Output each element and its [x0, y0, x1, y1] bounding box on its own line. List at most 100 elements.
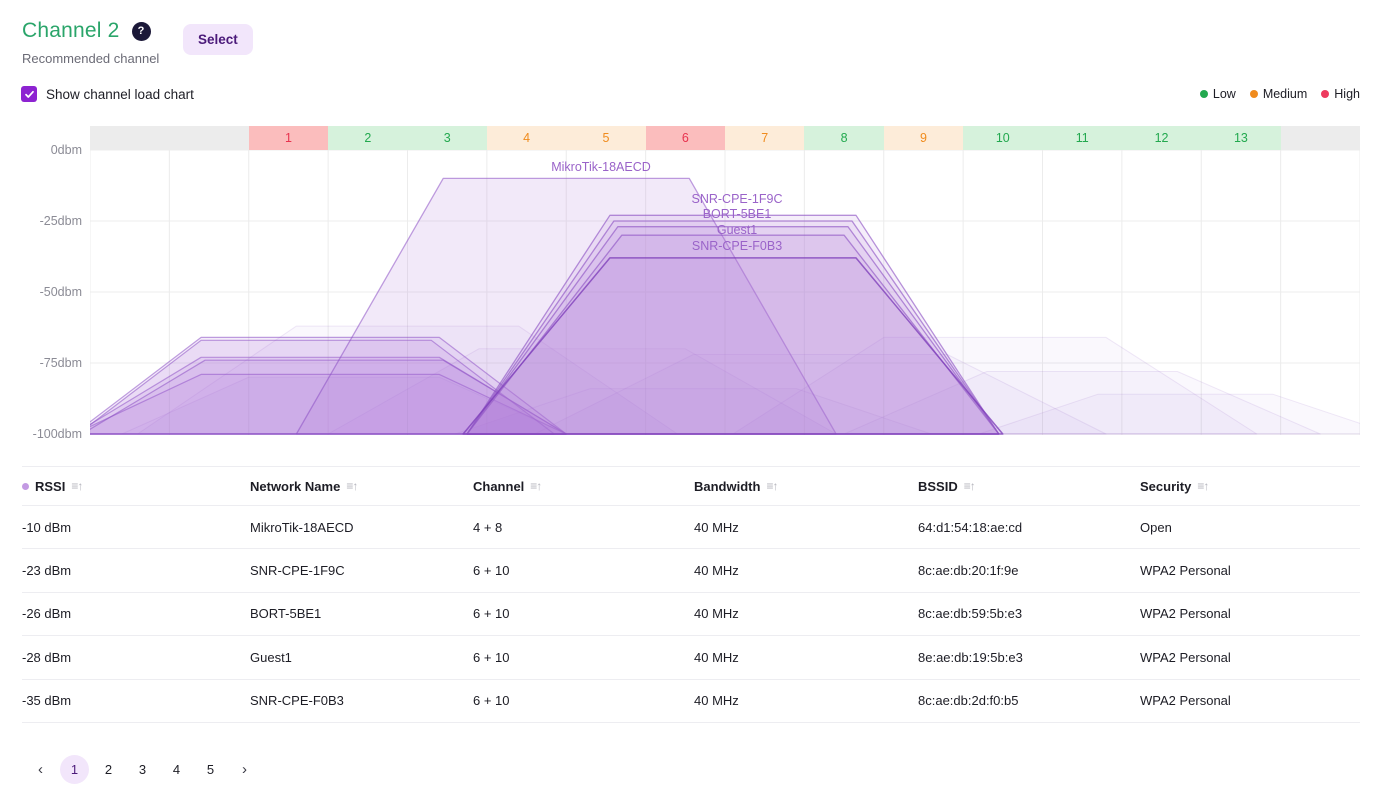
table-row[interactable]: -23 dBm SNR-CPE-1F9C 6 + 10 40 MHz 8c:ae:db:… [22, 549, 1360, 593]
table-header-network_name[interactable]: Network Name ≡↑ [250, 479, 473, 494]
channel-header-4: 4 [486, 126, 567, 150]
channel-header-empty [169, 126, 249, 150]
table-header-bandwidth[interactable]: Bandwidth ≡↑ [694, 479, 918, 494]
chart-plot-area: 1 2 3 4 5 6 7 8 9 10 11 12 13 MikroTik-18AECD SNR-CPE… [90, 118, 1360, 448]
table-cell-rssi: -10 dBm [22, 519, 72, 535]
channel-header-8: 8 [804, 126, 884, 150]
show-channel-load-chart-checkbox[interactable]: Show channel load chart [21, 86, 194, 102]
y-axis-tick-label: -25dbm [39, 214, 82, 228]
table-cell-bandwidth: 40 MHz [694, 606, 739, 622]
channel-header-10: 10 [963, 126, 1043, 150]
table-cell-bandwidth: 40 MHz [694, 563, 739, 579]
channel-header-13: 13 [1201, 126, 1281, 150]
pagination-page-2[interactable]: 2 [94, 755, 123, 784]
table-header-label: Network Name [250, 478, 341, 494]
checkbox-checked-icon[interactable] [21, 86, 37, 102]
legend-item-medium: Medium [1249, 87, 1308, 101]
checkbox-label: Show channel load chart [46, 86, 194, 102]
table-header-label: Bandwidth [694, 478, 761, 494]
pagination-page-4[interactable]: 4 [162, 755, 191, 784]
table-cell-network_name: MikroTik-18AECD [250, 519, 354, 535]
table-cell-channel: 6 + 10 [473, 693, 510, 709]
table-header-label: Channel [473, 478, 525, 494]
channel-axis-header: 1 2 3 4 5 6 7 8 9 10 11 12 13 [90, 126, 1360, 150]
load-legend: Low Medium High [1199, 87, 1360, 101]
legend-item-high: High [1321, 87, 1360, 101]
sort-ascending-icon[interactable]: ≡↑ [71, 479, 83, 493]
y-axis-tick-label: 0dbm [50, 143, 82, 157]
pagination-prev-button[interactable]: ‹ [26, 755, 55, 784]
chart-grid-area [90, 150, 1360, 435]
table-row[interactable]: -28 dBm Guest1 6 + 10 40 MHz 8e:ae:db:19:5b:… [22, 636, 1360, 680]
table-cell-security: WPA2 Personal [1140, 693, 1231, 709]
table-cell-channel: 6 + 10 [473, 606, 510, 622]
sort-ascending-icon[interactable]: ≡↑ [766, 479, 778, 493]
sort-ascending-icon[interactable]: ≡↑ [530, 479, 542, 493]
channel-header-2: 2 [328, 126, 408, 150]
table-header-channel[interactable]: Channel ≡↑ [473, 479, 694, 494]
y-axis-tick-label: -50dbm [39, 285, 82, 299]
table-cell-rssi: -26 dBm [22, 606, 72, 622]
channel-header-11: 11 [1042, 126, 1122, 150]
legend-dot-high [1321, 90, 1330, 98]
table-cell-bssid: 8e:ae:db:19:5b:e3 [918, 649, 1023, 665]
chart-series-label: MikroTik-18AECD [551, 160, 651, 174]
table-cell-rssi: -28 dBm [22, 649, 72, 665]
question-mark-icon[interactable]: ? [131, 21, 151, 41]
table-cell-network_name: BORT-5BE1 [250, 606, 322, 622]
legend-label-high: High [1334, 87, 1360, 101]
table-header-bssid[interactable]: BSSID ≡↑ [918, 479, 1140, 494]
pagination-page-3[interactable]: 3 [128, 755, 157, 784]
pagination: ‹ 1 2 3 4 5 › [26, 755, 259, 784]
table-row[interactable]: -26 dBm BORT-5BE1 6 + 10 40 MHz 8c:ae:db:59:… [22, 593, 1360, 637]
legend-label-medium: Medium [1262, 87, 1308, 101]
table-header-rssi[interactable]: RSSI ≡↑ [22, 479, 250, 494]
channel-header-7: 7 [725, 126, 805, 150]
legend-item-low: Low [1199, 87, 1236, 101]
pagination-page-5[interactable]: 5 [196, 755, 225, 784]
table-cell-bssid: 8c:ae:db:20:1f:9e [918, 563, 1019, 579]
table-cell-channel: 4 + 8 [473, 519, 503, 535]
channel-header-empty [90, 126, 170, 150]
chart-series-label: Guest1 [716, 223, 758, 237]
chart-signal-areas [90, 177, 1360, 435]
chart-series-label: SNR-CPE-F0B3 [691, 239, 783, 253]
table-header-label: BSSID [918, 478, 958, 494]
channel-header-empty [1280, 126, 1360, 150]
pagination-next-button[interactable]: › [230, 755, 259, 784]
table-cell-bssid: 8c:ae:db:2d:f0:b5 [918, 693, 1019, 709]
channel-header-1: 1 [248, 126, 329, 150]
channel-header-9: 9 [883, 126, 964, 150]
table-cell-channel: 6 + 10 [473, 563, 510, 579]
table-cell-rssi: -23 dBm [22, 563, 72, 579]
table-cell-bandwidth: 40 MHz [694, 693, 739, 709]
table-row[interactable]: -35 dBm SNR-CPE-F0B3 6 + 10 40 MHz 8c:ae:db:… [22, 680, 1360, 723]
sort-ascending-icon[interactable]: ≡↑ [963, 479, 976, 493]
table-header-label: Security [1140, 478, 1192, 494]
table-cell-security: WPA2 Personal [1140, 649, 1231, 665]
table-body: -10 dBm MikroTik-18AECD 4 + 8 40 MHz 64:d1:5… [22, 506, 1360, 723]
pagination-page-1[interactable]: 1 [60, 755, 89, 784]
table-cell-network_name: Guest1 [250, 649, 292, 665]
channel-header-5: 5 [566, 126, 646, 150]
table-cell-bssid: 64:d1:54:18:ae:cd [918, 519, 1023, 535]
y-axis-tick-label: -100dbm [32, 427, 82, 441]
legend-dot-low [1199, 90, 1208, 98]
legend-label-low: Low [1212, 87, 1236, 101]
table-header-security[interactable]: Security ≡↑ [1140, 479, 1360, 494]
legend-dot-medium [1249, 90, 1258, 98]
table-row[interactable]: -10 dBm MikroTik-18AECD 4 + 8 40 MHz 64:d1:5… [22, 506, 1360, 550]
table-header-row: RSSI ≡↑ Network Name ≡↑ Channel ≡↑ Bandwidth ≡↑… [22, 466, 1360, 506]
sort-ascending-icon[interactable]: ≡↑ [346, 479, 358, 493]
select-button[interactable]: Select [183, 24, 253, 55]
table-cell-bandwidth: 40 MHz [694, 519, 739, 535]
y-axis-tick-label: -75dbm [39, 356, 82, 370]
table-header-label: RSSI [35, 478, 66, 494]
sort-ascending-icon[interactable]: ≡↑ [1197, 479, 1209, 493]
channel-header-3: 3 [407, 126, 487, 150]
channel-header: Channel 2 ? Recommended channel [22, 16, 159, 66]
chart-y-axis: 0dbm -25dbm -50dbm -75dbm -100dbm [0, 118, 88, 448]
channel-header-6: 6 [645, 126, 725, 150]
